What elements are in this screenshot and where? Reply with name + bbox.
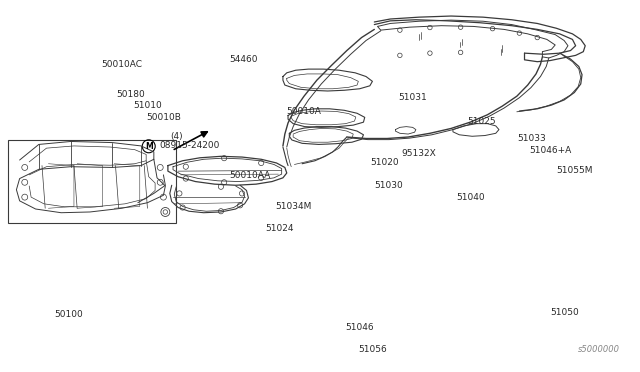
Text: 51034M: 51034M	[275, 202, 312, 211]
Text: 51020: 51020	[370, 158, 399, 167]
Text: 50100: 50100	[55, 310, 84, 318]
Text: 51050: 51050	[550, 308, 579, 317]
Text: 51055M: 51055M	[556, 166, 593, 175]
Text: 51030: 51030	[374, 181, 403, 190]
Text: 51025: 51025	[467, 116, 495, 126]
Text: 51010: 51010	[133, 101, 162, 110]
Text: 51056: 51056	[358, 345, 387, 354]
Text: 50010A: 50010A	[287, 106, 322, 116]
Text: 51031: 51031	[398, 93, 427, 102]
Bar	[8, 140, 176, 223]
Text: 08915-24200: 08915-24200	[159, 141, 220, 150]
Text: s5000000: s5000000	[579, 345, 620, 354]
Text: 51046: 51046	[346, 323, 374, 331]
Text: 51024: 51024	[266, 224, 294, 233]
Text: 95132X: 95132X	[402, 149, 436, 158]
Text: 50010B: 50010B	[146, 113, 181, 122]
Text: (4): (4)	[170, 132, 182, 141]
Text: 50010AA: 50010AA	[229, 171, 271, 180]
Text: M: M	[145, 142, 152, 151]
Text: 51033: 51033	[517, 134, 545, 143]
Text: 54460: 54460	[229, 55, 258, 64]
Text: 51046+A: 51046+A	[530, 146, 572, 155]
Text: 51040: 51040	[457, 193, 485, 202]
Text: 50180: 50180	[116, 90, 145, 99]
Text: 50010AC: 50010AC	[101, 60, 143, 69]
